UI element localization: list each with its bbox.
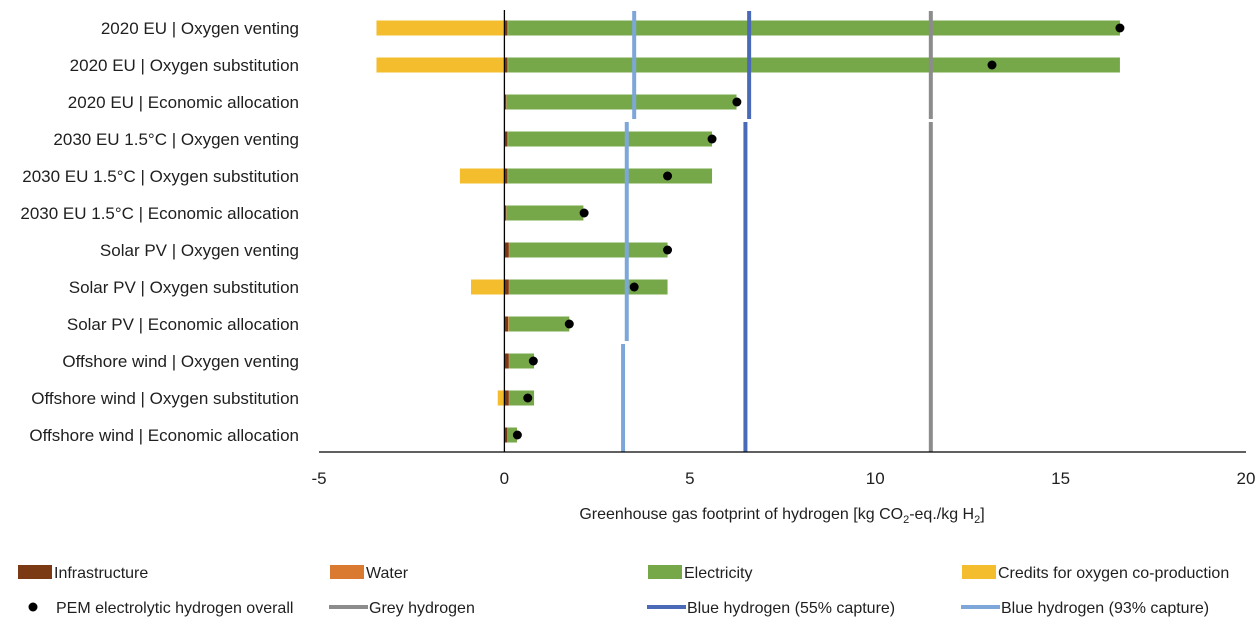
x-tick-label: 10 xyxy=(866,469,885,488)
category-label: Offshore wind | Economic allocation xyxy=(29,426,299,445)
category-label: 2030 EU 1.5°C | Oxygen substitution xyxy=(22,167,299,186)
overall-marker xyxy=(528,356,538,366)
bar-segment-infrastructure xyxy=(504,94,507,110)
bar-segment-water xyxy=(508,279,510,295)
bar-segment-infrastructure xyxy=(504,279,509,295)
legend-swatch xyxy=(648,565,682,579)
legend-label: Credits for oxygen co-production xyxy=(998,565,1229,582)
category-label: 2020 EU | Oxygen venting xyxy=(101,19,299,38)
legend-swatch xyxy=(330,565,364,579)
category-label: Solar PV | Economic allocation xyxy=(67,315,299,334)
bar-segment-infrastructure xyxy=(504,20,508,36)
bar-segment-water xyxy=(507,131,509,147)
bar-segment-infrastructure xyxy=(504,427,508,443)
bar-segment-infrastructure xyxy=(504,131,508,147)
bar-segment-water xyxy=(508,390,510,406)
category-label: Offshore wind | Oxygen venting xyxy=(62,352,299,371)
overall-marker xyxy=(663,245,673,255)
bar-segment-credits-for-oxygen-co-production xyxy=(376,20,505,36)
legend-label: Water xyxy=(366,565,409,582)
bar-segment-credits-for-oxygen-co-production xyxy=(471,279,505,295)
x-axis-title-post: ] xyxy=(980,506,984,523)
bar-segment-water xyxy=(506,205,507,221)
bar-segment-electricity xyxy=(506,205,584,221)
x-tick-label: 5 xyxy=(685,469,694,488)
bar-segment-water xyxy=(507,20,509,36)
category-label: 2030 EU 1.5°C | Economic allocation xyxy=(20,204,299,223)
bar-segment-credits-for-oxygen-co-production xyxy=(459,168,505,184)
category-label: 2020 EU | Oxygen substitution xyxy=(70,56,299,75)
legend-swatch xyxy=(28,602,38,612)
bar-segment-infrastructure xyxy=(504,390,509,406)
legend-label: Grey hydrogen xyxy=(369,600,475,617)
x-axis: -5 0 5 10 15 20 xyxy=(311,10,1255,488)
legend-label: Infrastructure xyxy=(54,565,148,582)
x-axis-title-sub1: 2 xyxy=(903,514,909,526)
x-tick-label: 15 xyxy=(1051,469,1070,488)
overall-marker xyxy=(629,282,639,292)
bar-segment-infrastructure xyxy=(504,205,507,221)
overall-marker xyxy=(579,208,589,218)
bar-segment-infrastructure xyxy=(504,316,509,332)
category-label: Offshore wind | Oxygen substitution xyxy=(31,389,299,408)
bar-segment-infrastructure xyxy=(504,57,508,73)
bar-segment-water xyxy=(508,242,510,258)
overall-marker xyxy=(732,97,742,107)
x-tick-label: -5 xyxy=(311,469,326,488)
legend-label: PEM electrolytic hydrogen overall xyxy=(56,600,293,617)
category-label: Solar PV | Oxygen venting xyxy=(100,241,299,260)
overall-marker xyxy=(512,430,522,440)
bar-segment-electricity xyxy=(506,94,737,110)
bar-segment-electricity xyxy=(508,168,713,184)
category-label: 2020 EU | Economic allocation xyxy=(68,93,299,112)
overall-marker xyxy=(523,393,533,403)
bar-segment-electricity xyxy=(508,131,713,147)
x-axis-title: Greenhouse gas footprint of hydrogen [kg… xyxy=(579,506,984,526)
bar-segment-electricity xyxy=(507,427,518,443)
overall-marker xyxy=(1115,23,1125,33)
bar-segment-credits-for-oxygen-co-production xyxy=(497,390,505,406)
x-axis-title-mid: -eq./kg H xyxy=(909,506,974,523)
category-label: 2030 EU 1.5°C | Oxygen venting xyxy=(53,130,299,149)
legend-swatch xyxy=(18,565,52,579)
bar-segment-electricity xyxy=(509,279,668,295)
bar-segment-credits-for-oxygen-co-production xyxy=(376,57,505,73)
bar-segment-electricity xyxy=(508,316,570,332)
overall-marker xyxy=(564,319,574,329)
bar-segment-infrastructure xyxy=(504,242,509,258)
plot-area: 2020 EU | Oxygen venting 2020 EU | Oxygen… xyxy=(20,11,1125,452)
x-axis-title-sub2: 2 xyxy=(974,514,980,526)
bar-segment-water xyxy=(508,316,509,332)
overall-marker xyxy=(663,171,673,181)
x-tick-label: 20 xyxy=(1237,469,1256,488)
bar-segment-water xyxy=(507,427,508,443)
legend: Infrastructure Water Electricity Credits fo… xyxy=(18,565,1229,617)
legend-label: Blue hydrogen (93% capture) xyxy=(1001,600,1209,617)
x-tick-label: 0 xyxy=(500,469,509,488)
bar-segment-water xyxy=(508,353,510,369)
legend-swatch xyxy=(962,565,996,579)
overall-marker xyxy=(707,134,717,144)
bar-segment-water xyxy=(506,94,507,110)
bar-segment-water xyxy=(507,57,509,73)
bar-segment-water xyxy=(507,168,509,184)
category-label: Solar PV | Oxygen substitution xyxy=(69,278,299,297)
bar-segment-electricity xyxy=(508,57,1120,73)
overall-marker xyxy=(987,60,997,70)
bar-segment-electricity xyxy=(509,242,668,258)
bar-segment-infrastructure xyxy=(504,353,509,369)
bar-segment-infrastructure xyxy=(504,168,508,184)
legend-label: Blue hydrogen (55% capture) xyxy=(687,600,895,617)
bar-segment-electricity xyxy=(509,353,535,369)
bar-segment-electricity xyxy=(508,20,1120,36)
legend-label: Electricity xyxy=(684,565,752,582)
x-axis-title-pre: Greenhouse gas footprint of hydrogen [kg… xyxy=(579,506,903,523)
